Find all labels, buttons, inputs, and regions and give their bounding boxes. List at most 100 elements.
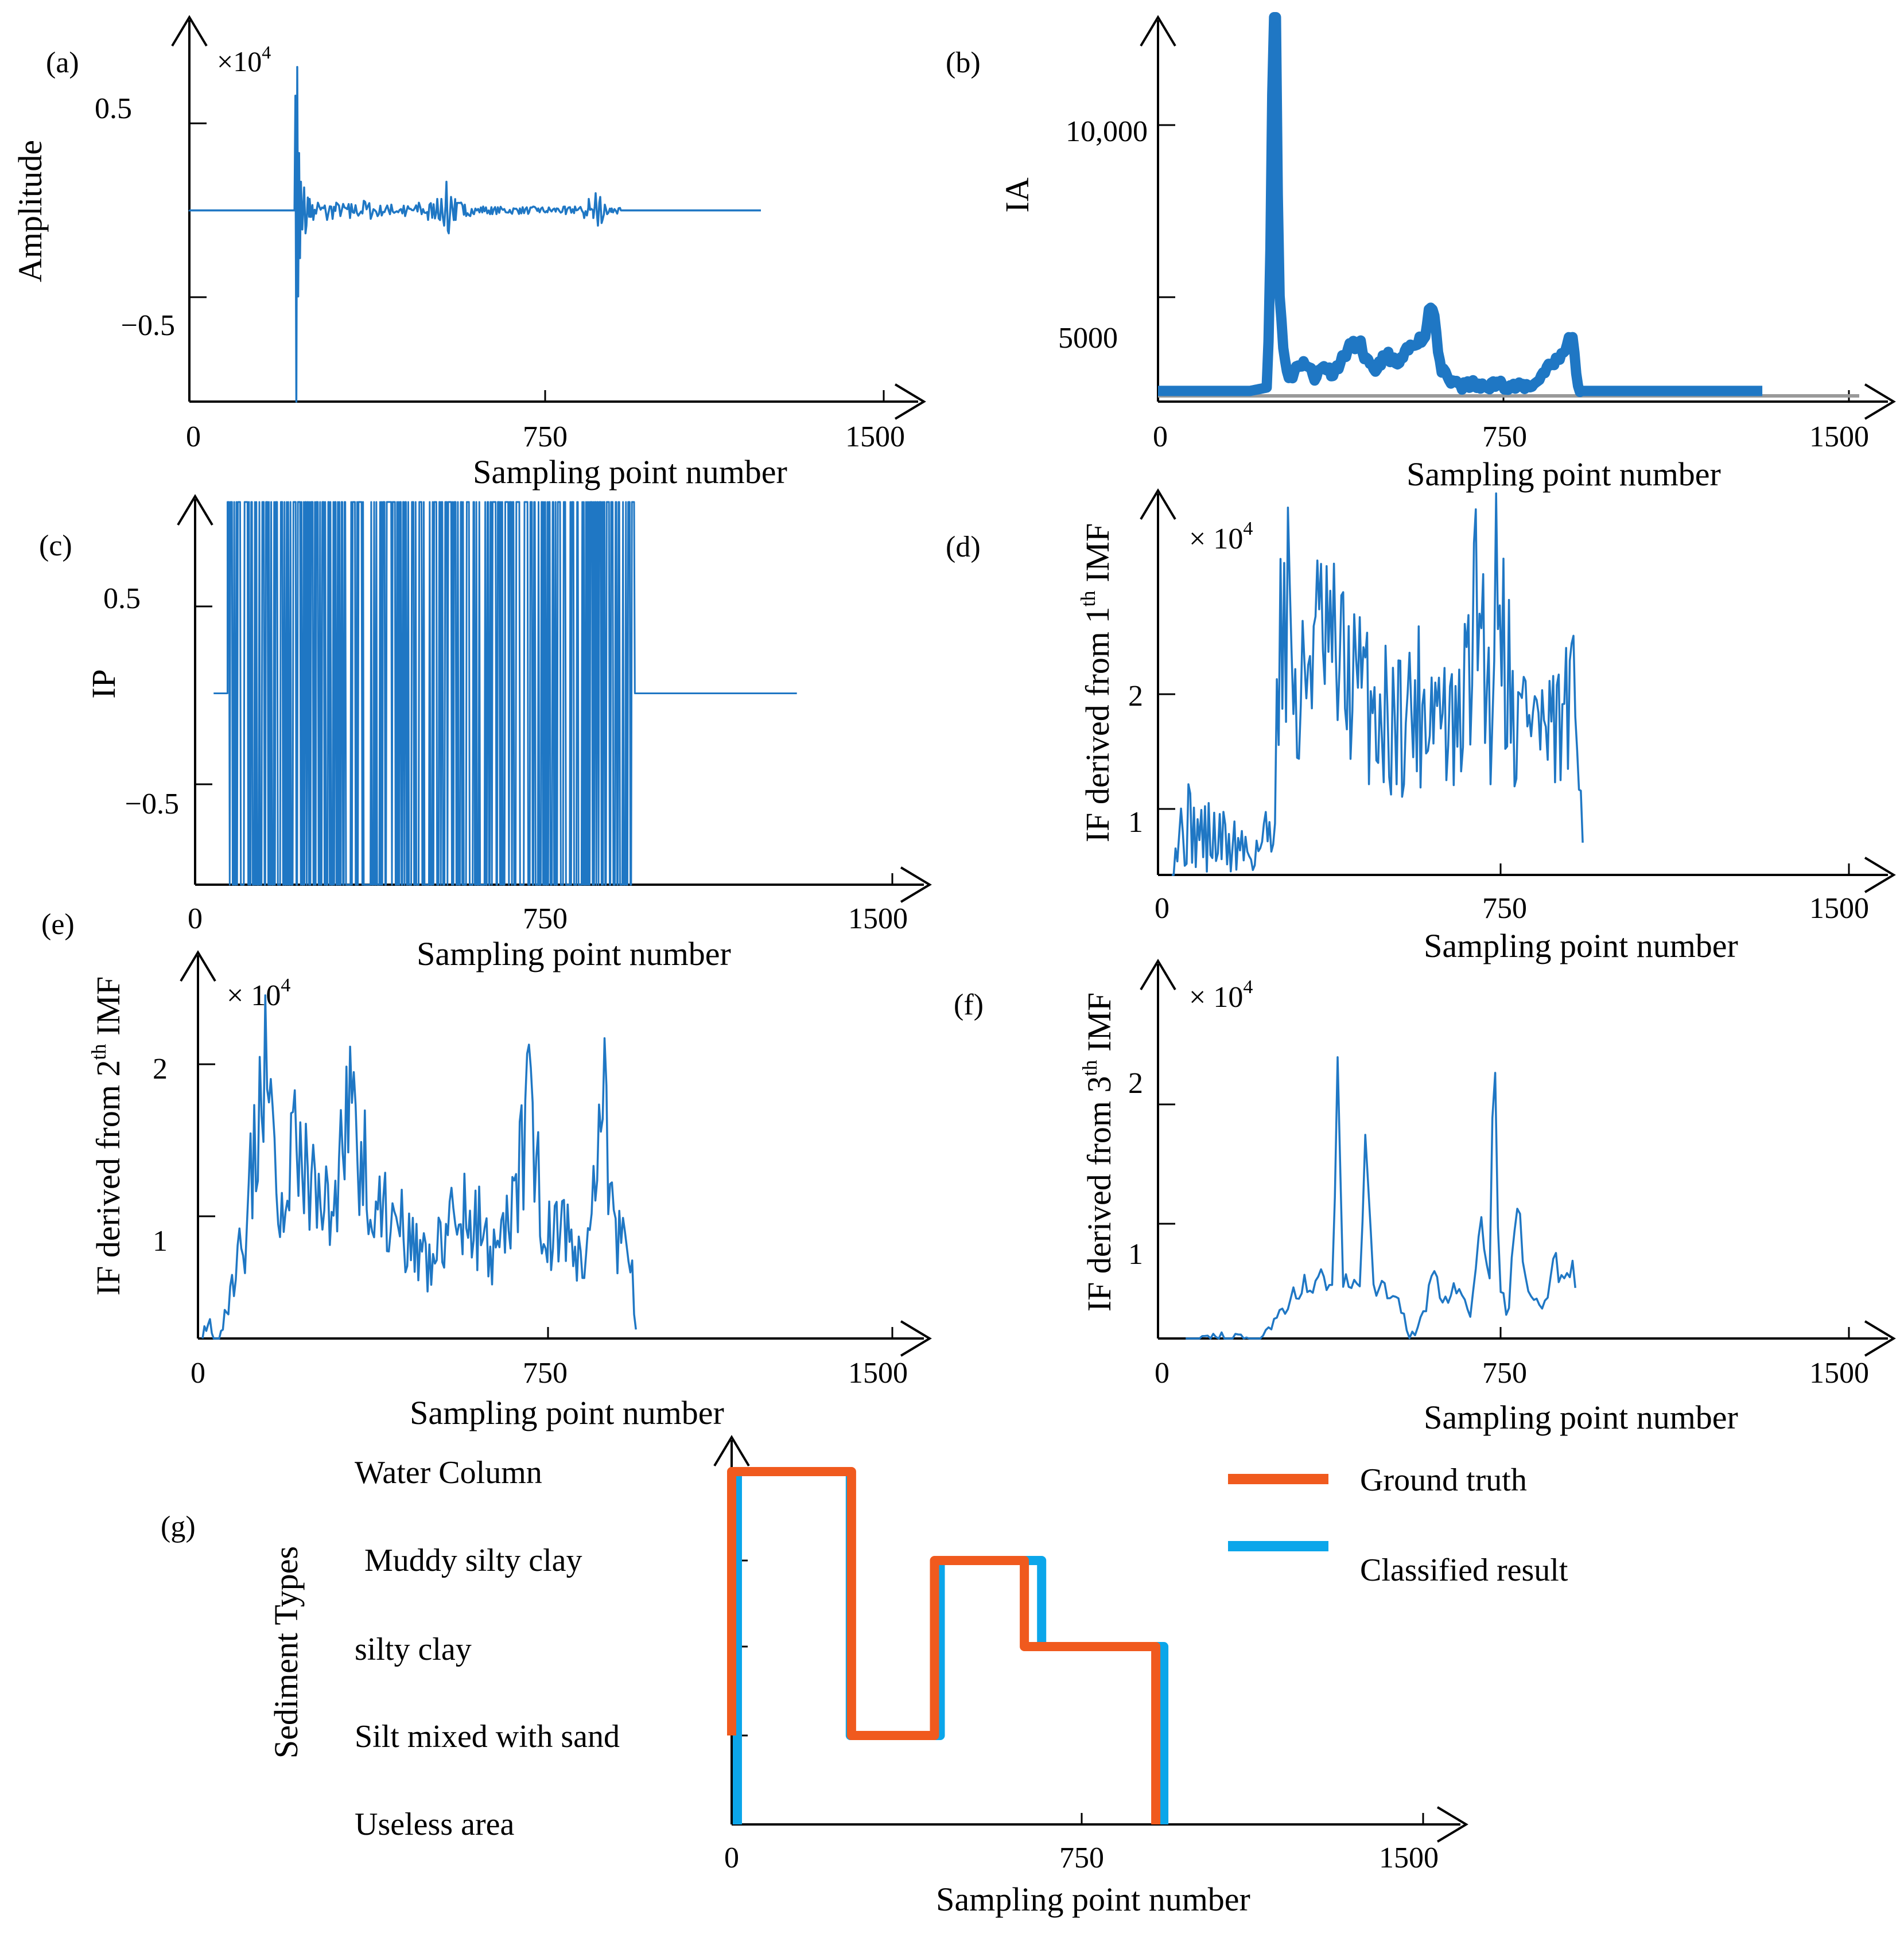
panel-g-xlabel: Sampling point number: [936, 1881, 1250, 1918]
panel-c-ytick-1: −0.5: [125, 788, 179, 820]
panel-a-xtick-1: 750: [523, 421, 568, 453]
panel-f-y-arrowhead: [1140, 959, 1176, 991]
panel-a-plot-area: [188, 65, 761, 403]
panel-c-yticks: 0.5 −0.5: [103, 582, 212, 820]
panel-f: (f) × 104 IF derived from 3th IMF Sampli…: [954, 959, 1896, 1436]
panel-f-ytick-1: 1: [1128, 1238, 1143, 1271]
panel-e-xtick-1: 750: [523, 1357, 568, 1390]
panel-d-x-arrowhead: [1864, 857, 1896, 893]
ia-series-line: [1155, 12, 1766, 398]
legend-ground-truth-label: Ground truth: [1360, 1462, 1527, 1498]
panel-d-ytick-1: 1: [1128, 806, 1143, 839]
if-imf3-series-line: [1186, 1056, 1576, 1340]
panel-c-xtick-2: 1500: [848, 902, 908, 935]
panel-e-y-arrowhead: [180, 950, 216, 982]
panel-b-xtick-2: 1500: [1809, 421, 1869, 453]
panel-d: (d) × 104 IF derived from 1th IMF Sampli…: [946, 488, 1896, 964]
panel-e-plot-area: [201, 994, 637, 1340]
panel-b-x-arrowhead: [1864, 383, 1896, 420]
panel-a-ytick-1: −0.5: [121, 309, 175, 342]
panel-d-ytick-0: 2: [1128, 680, 1143, 713]
panel-e-xtick-2: 1500: [848, 1357, 908, 1390]
panel-g-legend: Ground truth Classified result: [1228, 1462, 1568, 1588]
panel-d-xtick-2: 1500: [1809, 892, 1869, 925]
panel-f-ylabel: IF derived from 3th IMF: [1078, 993, 1118, 1312]
ground-truth-step-line: [727, 1467, 1161, 1824]
panel-a-x-arrowhead: [894, 383, 926, 420]
panel-d-xlabel: Sampling point number: [1424, 927, 1738, 964]
panel-b-label: (b): [946, 46, 981, 79]
panel-f-plot-area: [1186, 1056, 1576, 1340]
panel-a-y-arrowhead: [171, 15, 208, 47]
panel-e-yticks: 2 1: [153, 1053, 215, 1258]
if-imf2-series-line: [201, 994, 637, 1340]
panel-g-plot-area: [727, 1467, 1169, 1824]
panel-e-xlabel: Sampling point number: [410, 1394, 724, 1431]
panel-a-ytick-0: 0.5: [95, 92, 132, 125]
panel-f-yticks: 2 1: [1128, 1067, 1175, 1271]
panel-e-xtick-0: 0: [191, 1357, 205, 1390]
panel-f-xtick-2: 1500: [1809, 1357, 1869, 1390]
if-imf1-series-line: [1172, 492, 1584, 876]
panel-a-xlabel: Sampling point number: [473, 453, 787, 491]
panel-g-cat-silty-clay: silty clay: [355, 1632, 472, 1667]
panel-a-xtick-0: 0: [186, 421, 201, 453]
panel-g-ylabel: Sediment Types: [267, 1546, 305, 1758]
panel-a-yticks: 0.5 −0.5: [95, 92, 207, 342]
panel-c-ytick-0: 0.5: [103, 582, 141, 615]
panel-b-xtick-1: 750: [1482, 421, 1527, 453]
panel-f-xtick-0: 0: [1155, 1357, 1169, 1390]
panel-f-ytick-0: 2: [1128, 1067, 1143, 1100]
panel-e: (e) × 104 IF derived from 2th IMF Sampli…: [41, 908, 932, 1431]
panel-g-label: (g): [161, 1511, 196, 1543]
panel-b-xtick-0: 0: [1153, 421, 1168, 453]
panel-e-x-arrowhead: [900, 1320, 932, 1357]
panel-a-multiplier: ×104: [217, 42, 271, 77]
panel-f-x-arrowhead: [1864, 1320, 1896, 1357]
panel-f-xlabel: Sampling point number: [1424, 1399, 1738, 1436]
panel-b-plot-area: [1155, 12, 1766, 398]
panel-g-cat-useless-area: Useless area: [355, 1807, 514, 1842]
panel-e-xticks: 0 750 1500: [191, 1327, 908, 1390]
panel-d-ylabel: IF derived from 1th IMF: [1077, 523, 1116, 842]
panel-b-y-arrowhead: [1140, 15, 1176, 47]
panel-b: (b) IA Sampling point number 0 750 1500 …: [946, 12, 1896, 493]
panel-c-xtick-0: 0: [188, 902, 203, 935]
panel-d-xtick-0: 0: [1155, 892, 1169, 925]
panel-a-xtick-2: 1500: [845, 421, 905, 453]
ip-series-line: [213, 501, 797, 886]
panel-a-label: (a): [46, 46, 79, 79]
panel-g-cat-silt-mixed-with-sand: Silt mixed with sand: [355, 1719, 620, 1754]
panel-e-ytick-1: 1: [153, 1225, 168, 1258]
panel-d-multiplier: × 104: [1189, 518, 1253, 555]
amplitude-series-line: [188, 65, 761, 403]
panel-d-label: (d): [946, 531, 981, 563]
panel-d-y-arrowhead: [1140, 488, 1176, 520]
panel-d-xticks: 0 750 1500: [1155, 863, 1869, 925]
panel-d-yticks: 2 1: [1128, 680, 1175, 839]
panel-g-y-arrowhead: [713, 1435, 750, 1467]
panel-d-plot-area: [1172, 492, 1584, 876]
panel-b-ytick-0: 10,000: [1066, 115, 1148, 148]
panel-c-xticks: 0 750 1500: [188, 873, 908, 935]
panel-b-yticks: 10,000 5000: [1058, 115, 1175, 355]
panel-c-xlabel: Sampling point number: [417, 935, 731, 972]
panel-c-ylabel: IP: [85, 669, 122, 699]
panel-c: (c) IP Sampling point number 0 750 1500 …: [39, 494, 932, 972]
panel-b-xticks: 0 750 1500: [1153, 390, 1869, 453]
panel-g-x-arrowhead: [1436, 1806, 1468, 1843]
panel-f-xtick-1: 750: [1482, 1357, 1527, 1390]
panel-g-xticks: 0 750 1500: [724, 1813, 1439, 1874]
panel-f-xticks: 0 750 1500: [1155, 1327, 1869, 1390]
panel-f-multiplier: × 104: [1189, 976, 1253, 1014]
panel-g-cat-water-column: Water Column: [355, 1455, 542, 1491]
panel-e-ylabel: IF derived from 2th IMF: [87, 976, 127, 1295]
panel-a-xticks: 0 750 1500: [186, 390, 905, 453]
panel-g: (g) Sediment Types Water Column Muddy si…: [161, 1435, 1568, 1918]
panel-a: (a) ×104 Amplitude Sampling point number…: [11, 15, 926, 491]
panel-c-plot-area: [213, 501, 797, 886]
panel-g-xtick-1: 750: [1059, 1842, 1104, 1874]
panel-c-y-arrowhead: [177, 494, 213, 526]
panel-b-ylabel: IA: [998, 177, 1036, 212]
panel-c-label: (c): [39, 530, 72, 562]
